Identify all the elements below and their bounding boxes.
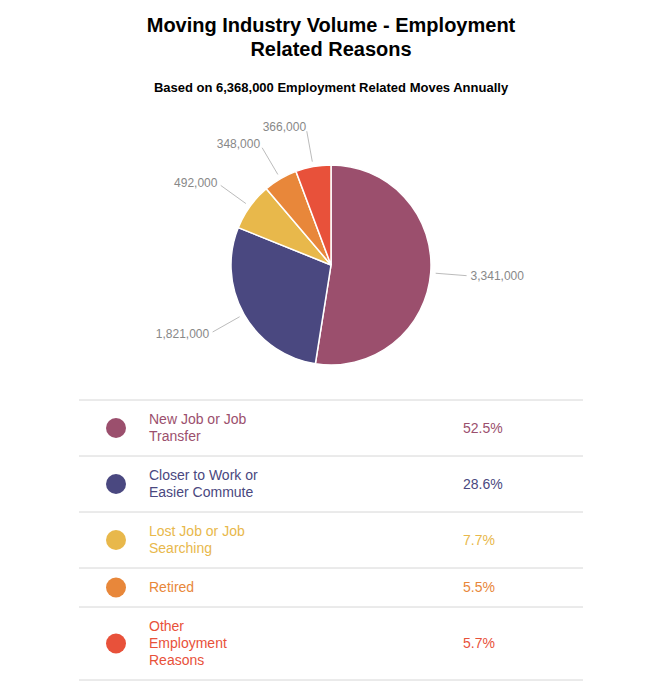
- annotation: 348,000: [217, 137, 261, 151]
- legend-value: 52.5%: [463, 420, 503, 436]
- legend-label: OtherEmploymentReasons: [149, 618, 227, 668]
- legend-separator: [79, 456, 583, 457]
- subtitle: Based on 6,368,000 Employment Related Mo…: [154, 80, 509, 95]
- legend: New Job or JobTransfer 52.5% Closer to Wor…: [79, 400, 583, 680]
- legend-value: 5.7%: [463, 635, 495, 651]
- legend-swatch: [106, 634, 126, 654]
- legend-label: New Job or JobTransfer: [149, 411, 246, 444]
- legend-value: 7.7%: [463, 532, 495, 548]
- legend-label: Closer to Work orEasier Commute: [149, 467, 258, 500]
- legend-swatch: [106, 474, 126, 494]
- annotation: 1,821,000: [156, 327, 210, 341]
- leader-line: [213, 317, 240, 332]
- leader-line: [262, 148, 278, 175]
- leader-line: [436, 273, 467, 275]
- leader-line: [221, 185, 246, 203]
- pie: 3,341,000 1,821,000 492,000 348,000366,000: [156, 120, 524, 365]
- annotation: 366,000: [263, 120, 307, 134]
- pie-slice: [315, 165, 431, 365]
- legend-separator: [79, 400, 583, 401]
- chart: Moving Industry Volume - EmploymentRelat…: [0, 0, 662, 687]
- legend-value: 5.5%: [463, 579, 495, 595]
- legend-swatch: [106, 530, 126, 550]
- legend-value: 28.6%: [463, 476, 503, 492]
- pie-slice: [296, 165, 331, 265]
- legend-separator: [79, 680, 583, 681]
- legend-label: Lost Job or JobSearching: [149, 523, 245, 556]
- leader-line: [307, 131, 313, 162]
- legend-separator: [79, 512, 583, 513]
- legend-swatch: [106, 418, 126, 438]
- legend-label: Retired: [149, 579, 194, 595]
- title: Moving Industry Volume - EmploymentRelat…: [147, 14, 516, 60]
- legend-separator: [79, 607, 583, 608]
- annotation: 3,341,000: [471, 269, 525, 283]
- legend-separator: [79, 568, 583, 569]
- annotation: 492,000: [174, 176, 218, 190]
- legend-swatch: [106, 578, 126, 598]
